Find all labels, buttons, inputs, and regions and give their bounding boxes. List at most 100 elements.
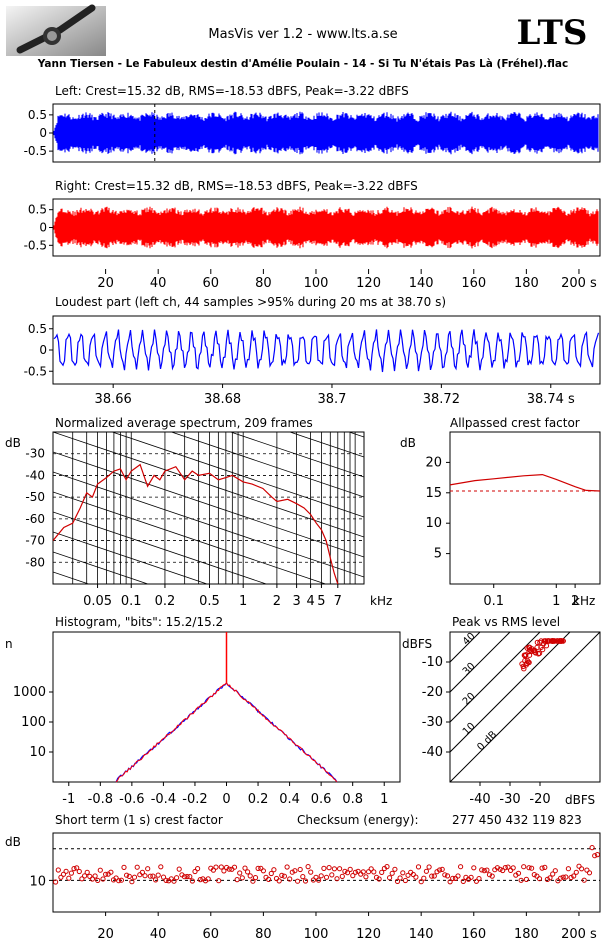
crest-point [64,869,68,873]
right-title: Right: Crest=15.32 dB, RMS=-18.53 dBFS, … [55,179,418,193]
x-tick-label: -40 [469,792,490,807]
crest-point [238,871,242,875]
x-tick-label: 40 [150,276,167,291]
crest-point [472,866,476,870]
left-waveform [53,104,600,162]
allpassed-panel: Allpassed crest factor dB kHz 20151050.1… [400,416,600,609]
x-tick-label: 0.4 [279,792,300,807]
x-tick-label: 38.7 [317,392,346,407]
crest-point [577,864,581,868]
crest-point [151,874,155,878]
y-tick-label: 1000 [13,685,46,700]
allpassed-title: Allpassed crest factor [450,416,580,430]
shortterm-panel: Short term (1 s) crest factor Checksum (… [5,813,600,942]
y-tick-label: -20 [422,685,443,700]
crest-point [188,875,192,879]
crest-point [380,870,384,874]
spectrum-ylabel: dB [5,436,21,450]
peak-rms-xlabel: dBFS [565,793,595,807]
x-tick-label: 160 [461,276,486,291]
y-tick-label: 0 [39,343,47,357]
crest-point [327,866,331,870]
crest-point [543,865,547,869]
allpassed-plot: 20151050.1 1 2 [425,432,600,609]
x-tick-label: 38.66 [95,392,132,407]
histogram-left-ch-pos [227,683,337,782]
y-tick-label: 5 [434,547,442,562]
x-tick-label: 40 [150,927,167,942]
x-tick-label: -0.2 [182,792,207,807]
crest-point [282,874,286,878]
crest-point [253,876,257,880]
x-tick-label: -1 [62,792,75,807]
crest-point [235,878,239,882]
x-tick-label: 2 [273,594,281,609]
plot-frame [53,833,600,912]
peak-rms-title: Peak vs RMS level [452,615,560,629]
x-tick-label: 0 [222,792,230,807]
crest-point [427,865,431,869]
y-tick-label: -0.5 [24,238,47,252]
x-tick-label: 0.1 [483,594,504,609]
crest-point [580,867,584,871]
x-tick-label: 0.2 [155,594,176,609]
crest-point [219,865,223,869]
y-tick-label: -30 [422,715,443,730]
spectrum-title: Normalized average spectrum, 209 frames [55,416,313,430]
x-tick-label: 180 [514,927,539,942]
histogram-ylabel: n [5,637,13,651]
y-tick-label: 0.5 [28,108,47,122]
loudest-part-panel: Loudest part (left ch, 44 samples >95% d… [24,295,600,407]
crest-point [246,870,250,874]
crest-point [509,868,513,872]
y-tick-label: -0.5 [24,364,47,378]
y-tick-label: 10 [425,516,442,531]
y-tick-label: -60 [25,512,45,526]
left-channel-panel: Left: Crest=15.32 dB, RMS=-18.53 dBFS, P… [24,84,600,162]
crest-point [530,866,534,870]
crest-point [146,867,150,871]
x-tick-label: 38.68 [204,392,241,407]
x-tick-label: 140 [409,276,434,291]
x-tick-label: 4 [306,594,314,609]
crest-point [574,870,578,874]
y-tick-label: 0.5 [28,203,47,217]
crest-point [319,874,323,878]
crest-point [285,865,289,869]
y-tick-label: -40 [422,745,443,760]
x-tick-label: 0.05 [83,594,112,609]
loudest-trace [54,329,599,372]
x-tick-label: 0.2 [248,792,269,807]
loudest-title: Loudest part (left ch, 44 samples >95% d… [55,295,446,309]
x-tick-label: -30 [499,792,520,807]
crest-point [309,870,313,874]
x-tick-label: 120 [356,276,381,291]
x-tick-label: 80 [255,927,272,942]
crest-point [132,875,136,879]
histogram-plot: 100010010-1 -0.8 -0.6 -0.4 -0.2 0 0.2 0.4 0.6 0.8… [13,632,400,807]
checksum-label: Checksum (energy): [297,813,419,827]
y-tick-label: -50 [25,490,45,504]
crest-point [485,868,489,872]
x-tick-label: 1 [239,594,247,609]
plot-frame [53,316,600,384]
checksum-value: 277 450 432 119 823 [452,813,582,827]
x-tick-label: 120 [356,927,381,942]
y-tick-label: 15 [425,486,442,501]
allpassed-ylabel: dB [400,436,416,450]
diagonal-label: 0 dB [475,729,499,753]
track-name: Yann Tiersen - Le Fabuleux destin d'Amél… [37,58,568,70]
y-tick-label: 0 [39,221,47,235]
x-tick-label: 2 [571,594,579,609]
x-tick-label: 0.1 [121,594,142,609]
crest-point [364,875,368,879]
crest-point [298,867,302,871]
crest-point [353,870,357,874]
x-tick-label: -0.8 [88,792,113,807]
crest-point [306,865,310,869]
histogram-right-ch [116,683,226,782]
x-tick-label: 0.5 [199,594,220,609]
crest-point [388,876,392,880]
crest-point [159,865,163,869]
y-tick-label: -70 [25,534,45,548]
